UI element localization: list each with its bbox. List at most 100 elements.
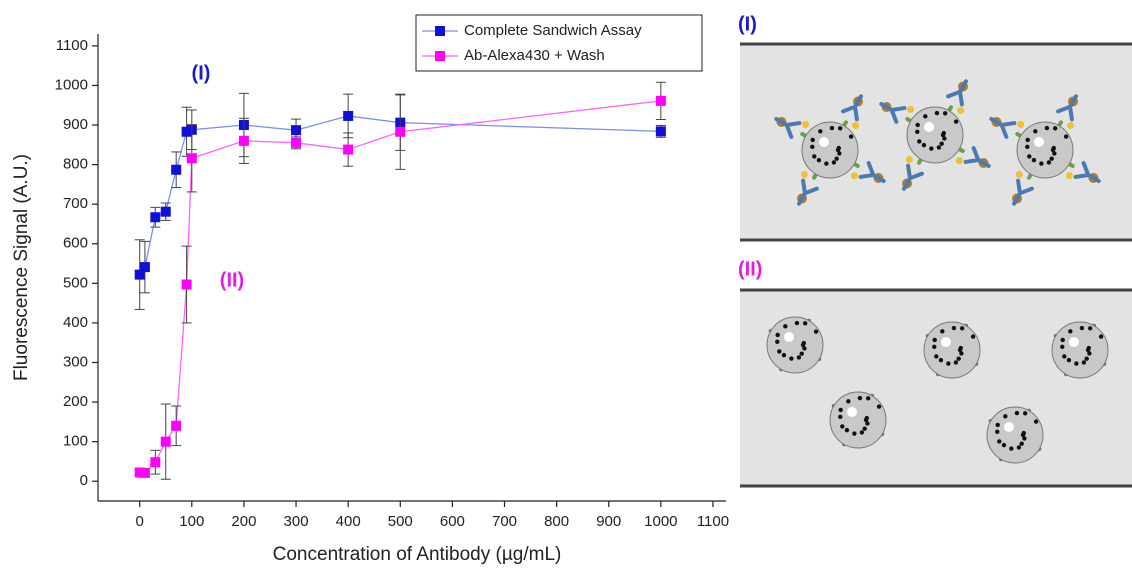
dye bbox=[850, 172, 858, 180]
antibody bbox=[989, 117, 1025, 139]
particle bbox=[801, 121, 859, 179]
particle-dot bbox=[783, 324, 788, 329]
particle-dot bbox=[1009, 446, 1014, 451]
particle-dot bbox=[789, 356, 794, 361]
antibody-shape bbox=[774, 117, 802, 139]
particle bbox=[829, 391, 887, 449]
antibody-shape bbox=[963, 146, 991, 168]
antibody bbox=[946, 79, 968, 115]
y-tick-label: 400 bbox=[63, 314, 88, 331]
data-point bbox=[343, 144, 354, 155]
particle-dot bbox=[1025, 144, 1030, 150]
particle-dot bbox=[1049, 156, 1054, 161]
x-tick-label: 600 bbox=[440, 513, 465, 530]
x-tick-label: 800 bbox=[544, 513, 569, 530]
particle-dot bbox=[953, 119, 959, 124]
particle-shine bbox=[1034, 137, 1044, 147]
particle-dot bbox=[1084, 356, 1089, 361]
particle-dot bbox=[958, 345, 963, 351]
particle-dot bbox=[824, 161, 829, 166]
particle-dot bbox=[1044, 125, 1050, 131]
antibody bbox=[955, 146, 991, 168]
dye bbox=[1067, 122, 1075, 130]
data-point bbox=[139, 467, 150, 478]
y-tick-label: 100 bbox=[63, 433, 88, 450]
particle-shine bbox=[784, 332, 794, 342]
particle-dot bbox=[1021, 430, 1026, 436]
antibody-shape bbox=[879, 102, 907, 124]
particle-dot bbox=[775, 339, 780, 345]
particle-dot bbox=[802, 346, 807, 351]
antibody-shape bbox=[946, 79, 968, 107]
particle-dot bbox=[923, 114, 928, 119]
particle-dot bbox=[862, 426, 867, 431]
antibody bbox=[1065, 161, 1101, 183]
annotation: (I) bbox=[192, 62, 211, 84]
particle-dot bbox=[1051, 145, 1056, 151]
particle-dot bbox=[1074, 361, 1079, 366]
particle-dot bbox=[865, 396, 871, 401]
legend-box bbox=[415, 14, 703, 72]
particle-dot bbox=[1003, 414, 1008, 419]
antibody bbox=[797, 170, 819, 206]
particle-dot bbox=[810, 144, 815, 150]
x-tick-label: 500 bbox=[388, 513, 413, 530]
particle-dot bbox=[1022, 436, 1027, 441]
particle-dot bbox=[942, 136, 947, 141]
antibody bbox=[841, 94, 863, 130]
particle-dot bbox=[1062, 354, 1067, 359]
particle-dot bbox=[941, 130, 946, 136]
particle-dot bbox=[1025, 137, 1030, 143]
particle-dot bbox=[812, 154, 817, 159]
particle-dot bbox=[1066, 357, 1072, 363]
dye bbox=[907, 105, 915, 113]
particle-dot bbox=[1087, 326, 1093, 331]
particle-dot bbox=[934, 354, 939, 359]
particle-dot bbox=[794, 320, 800, 326]
particle-dot bbox=[1039, 161, 1044, 166]
antibody bbox=[902, 155, 924, 191]
particle-dot bbox=[837, 151, 842, 156]
particle-dot bbox=[934, 110, 940, 116]
particle-dot bbox=[818, 129, 823, 134]
particle-dot bbox=[1052, 151, 1057, 156]
data-point bbox=[181, 126, 192, 137]
particle-dot bbox=[936, 145, 942, 150]
legend-marker bbox=[435, 26, 445, 36]
particle-shine bbox=[1069, 337, 1079, 347]
data-point bbox=[655, 126, 666, 137]
legend-label: Complete Sandwich Assay bbox=[464, 22, 642, 39]
particle-dot bbox=[852, 431, 857, 436]
x-tick-label: 1000 bbox=[644, 513, 677, 530]
legend-marker bbox=[435, 51, 445, 61]
particle-dot bbox=[929, 146, 934, 151]
particle-shine bbox=[924, 122, 934, 132]
data-point bbox=[134, 467, 145, 478]
particle-dot bbox=[951, 325, 957, 331]
data-point bbox=[186, 153, 197, 164]
particle-shine bbox=[1004, 422, 1014, 432]
particle-dot bbox=[829, 125, 835, 131]
particle-dot bbox=[864, 415, 869, 421]
particle-dot bbox=[1027, 154, 1032, 159]
particle-dot bbox=[942, 111, 948, 116]
antibody-shape bbox=[1056, 94, 1078, 122]
antibody-shape bbox=[841, 94, 863, 122]
y-axis-label: Fluorescence Signal (A.U.) bbox=[11, 154, 32, 381]
particle-dot bbox=[1031, 157, 1037, 163]
y-tick-label: 700 bbox=[63, 195, 88, 212]
particle-dot bbox=[959, 326, 965, 331]
particle-dot bbox=[813, 329, 819, 334]
particle-dot bbox=[777, 349, 782, 354]
particle-dot bbox=[796, 355, 802, 360]
particle bbox=[986, 406, 1044, 464]
data-point bbox=[395, 126, 406, 137]
antibody-shape bbox=[1012, 178, 1034, 206]
data-point bbox=[134, 269, 145, 280]
particle-dot bbox=[995, 429, 1000, 435]
particle-dot bbox=[1060, 344, 1065, 350]
y-tick-label: 500 bbox=[63, 274, 88, 291]
particle-dot bbox=[938, 357, 944, 363]
particle-dot bbox=[1068, 329, 1073, 334]
y-tick-label: 600 bbox=[63, 235, 88, 252]
